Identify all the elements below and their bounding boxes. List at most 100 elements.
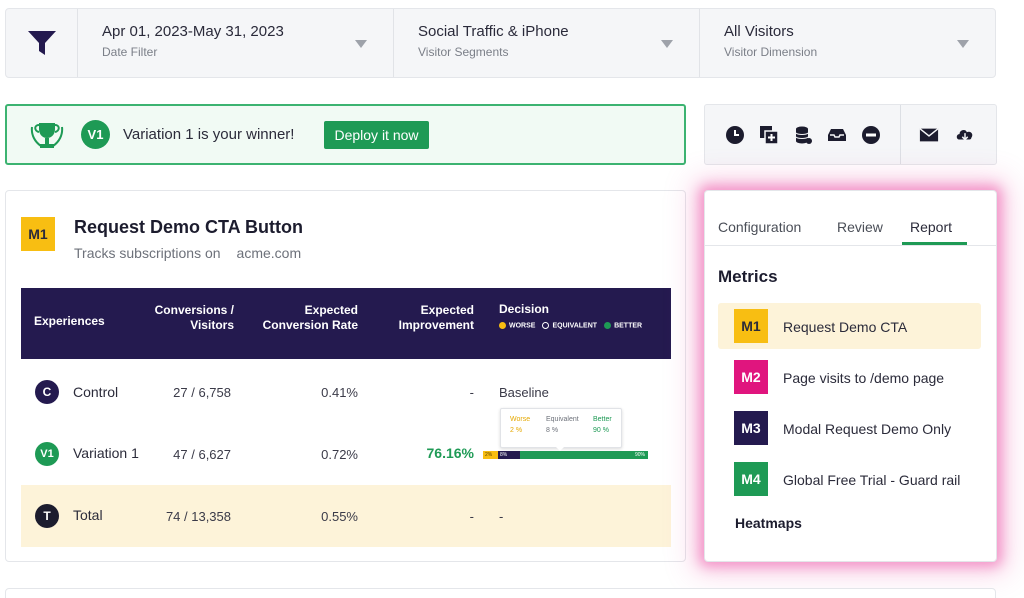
clock-icon[interactable] xyxy=(725,125,745,145)
table-header: Experiences Conversions / Visitors Expec… xyxy=(21,288,671,359)
rate-value: 0.41% xyxy=(321,385,358,400)
metric-item-m3[interactable]: M3 Modal Request Demo Only xyxy=(718,405,981,451)
col-improvement: Expected Improvement xyxy=(398,303,474,332)
filter-button[interactable] xyxy=(6,9,78,77)
chevron-down-icon xyxy=(661,40,673,48)
legend-label: EQUIVALENT xyxy=(552,322,598,330)
winner-text: Variation 1 is your winner! xyxy=(123,126,295,143)
metric-title: Request Demo CTA Button xyxy=(74,217,303,237)
filter-bar: Apr 01, 2023-May 31, 2023 Date Filter So… xyxy=(5,8,996,78)
metric-domain: acme.com xyxy=(236,245,302,261)
tab-configuration[interactable]: Configuration xyxy=(718,219,802,235)
improvement-value: - xyxy=(469,509,474,524)
col-experiences: Experiences xyxy=(34,314,105,328)
metric-item-label: Page visits to /demo page xyxy=(783,370,945,386)
heatmaps-link[interactable]: Heatmaps xyxy=(735,515,802,531)
toolbar-group-actions xyxy=(705,105,901,164)
decision-bar-better: 90% xyxy=(520,451,648,459)
rate-value: 0.72% xyxy=(321,447,358,462)
legend-dot xyxy=(542,322,550,329)
add-copy-icon[interactable] xyxy=(759,125,779,145)
trophy-icon xyxy=(30,122,64,148)
metric-item-m1[interactable]: M1 Request Demo CTA xyxy=(718,303,981,349)
decision-value: - xyxy=(499,509,504,524)
col-decision: Decision xyxy=(499,302,550,316)
conversions-value: 27 / 6,758 xyxy=(173,385,231,400)
metric-item-label: Global Free Trial - Guard rail xyxy=(783,472,961,488)
legend-worse: WORSE xyxy=(499,322,535,329)
legend-dot xyxy=(499,322,506,329)
decision-bar-equivalent: 8% xyxy=(498,451,520,459)
experience-badge: T xyxy=(35,504,59,528)
chevron-down-icon xyxy=(355,40,367,48)
tab-report[interactable]: Report xyxy=(910,219,953,235)
legend-label: BETTER xyxy=(614,322,643,330)
tooltip-label: Worse xyxy=(510,416,531,423)
experience-name: Total xyxy=(73,507,103,523)
improvement-value: - xyxy=(469,385,474,400)
metric-item-badge: M1 xyxy=(734,309,768,343)
experience-name: Variation 1 xyxy=(73,445,139,461)
date-filter[interactable]: Apr 01, 2023-May 31, 2023 Date Filter xyxy=(78,9,394,77)
visitor-segments-value: Social Traffic & iPhone xyxy=(418,23,569,40)
metric-item-badge: M4 xyxy=(734,462,768,496)
metric-subtitle: Tracks subscriptions on acme.com xyxy=(74,245,301,261)
decision-legend: WORSE EQUIVALENT BETTER xyxy=(499,322,642,329)
deploy-button[interactable]: Deploy it now xyxy=(324,120,429,149)
metric-item-m2[interactable]: M2 Page visits to /demo page xyxy=(718,354,981,400)
metric-item-label: Modal Request Demo Only xyxy=(783,421,952,437)
tooltip-value: 2 % xyxy=(510,427,523,434)
tooltip-value: 8 % xyxy=(546,427,559,434)
cloud-download-icon[interactable] xyxy=(955,125,975,145)
side-panel: Configuration Review Report Metrics M1 R… xyxy=(704,190,997,562)
side-panel-tabs: Configuration Review Report xyxy=(705,191,996,246)
decision-value: Baseline xyxy=(499,385,549,400)
variation-badge: V1 xyxy=(81,120,110,149)
legend-label: WORSE xyxy=(509,322,536,330)
table-row: T Total 74 / 13,358 0.55% - - xyxy=(21,485,671,547)
decision-bar[interactable]: 2% 8% 90% xyxy=(483,451,648,459)
legend-equivalent: EQUIVALENT xyxy=(542,322,597,329)
tab-review[interactable]: Review xyxy=(837,219,883,235)
chevron-down-icon xyxy=(957,40,969,48)
visitor-dimension-label: Visitor Dimension xyxy=(724,45,818,59)
visitor-segments-filter[interactable]: Social Traffic & iPhone Visitor Segments xyxy=(394,9,700,77)
decision-bar-worse: 2% xyxy=(483,451,498,459)
col-rate: Expected Conversion Rate xyxy=(262,303,358,332)
database-icon[interactable] xyxy=(793,125,813,145)
tooltip-value: 90 % xyxy=(593,427,609,434)
col-conversions: Conversions / Visitors xyxy=(154,303,234,332)
tooltip-better: Better 90 % xyxy=(593,416,612,434)
experience-badge: C xyxy=(35,380,59,404)
winner-banner: V1 Variation 1 is your winner! Deploy it… xyxy=(5,104,686,165)
minus-circle-icon[interactable] xyxy=(861,125,881,145)
legend-better: BETTER xyxy=(604,322,642,329)
inbox-icon[interactable] xyxy=(827,125,847,145)
visitor-dimension-value: All Visitors xyxy=(724,23,794,40)
tooltip-label: Better xyxy=(593,416,612,423)
improvement-value: 76.16% xyxy=(426,445,474,461)
visitor-dimension-filter[interactable]: All Visitors Visitor Dimension xyxy=(700,9,995,77)
toolbar-group-share xyxy=(901,105,975,164)
metrics-title: Metrics xyxy=(718,267,778,286)
conversions-value: 47 / 6,627 xyxy=(173,447,231,462)
metric-item-m4[interactable]: M4 Global Free Trial - Guard rail xyxy=(718,456,981,502)
conversions-value: 74 / 13,358 xyxy=(165,509,231,524)
metric-subtitle-text: Tracks subscriptions on xyxy=(74,245,221,261)
date-filter-value: Apr 01, 2023-May 31, 2023 xyxy=(102,23,284,40)
metric-report-card: M1 Request Demo CTA Button Tracks subscr… xyxy=(5,190,686,562)
mail-icon[interactable] xyxy=(919,125,939,145)
rate-value: 0.55% xyxy=(321,509,358,524)
metric-item-badge: M3 xyxy=(734,411,768,445)
experience-name: Control xyxy=(73,384,119,400)
toolbar xyxy=(704,104,997,165)
visitor-segments-label: Visitor Segments xyxy=(418,45,509,59)
experience-badge: V1 xyxy=(35,442,59,466)
metric-item-badge: M2 xyxy=(734,360,768,394)
metric-item-label: Request Demo CTA xyxy=(783,319,908,335)
legend-dot xyxy=(604,322,612,329)
active-tab-indicator xyxy=(902,242,967,245)
tooltip-equivalent: Equivalent 8 % xyxy=(546,416,579,434)
filter-icon xyxy=(27,31,56,55)
tooltip-worse: Worse 2 % xyxy=(510,416,530,434)
